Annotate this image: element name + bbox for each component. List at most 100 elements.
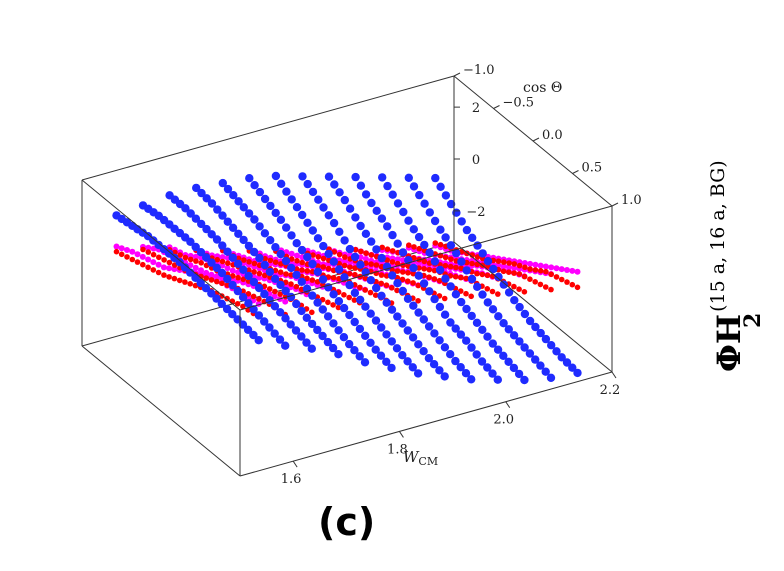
tick-mark — [493, 105, 500, 109]
data-point — [214, 256, 221, 263]
data-point — [409, 301, 418, 310]
data-point — [451, 356, 460, 366]
data-point — [345, 339, 354, 349]
data-point — [161, 272, 167, 278]
data-point — [400, 269, 406, 275]
z-axis-label: ΦH(15 a, 16 a, BG) 2 — [707, 160, 766, 372]
data-point — [187, 281, 193, 287]
x-tick-label: 2.2 — [600, 383, 621, 398]
data-point — [276, 249, 285, 259]
data-point — [314, 195, 323, 204]
data-point — [304, 268, 311, 274]
data-point — [462, 225, 472, 235]
data-point — [313, 298, 322, 307]
data-point — [254, 283, 264, 293]
data-point — [537, 262, 544, 269]
data-point — [355, 352, 364, 361]
data-point — [488, 369, 497, 378]
data-point — [441, 191, 451, 200]
data-point — [367, 237, 376, 246]
data-point — [504, 357, 513, 366]
data-point — [245, 291, 252, 297]
data-point — [541, 367, 550, 376]
data-point — [346, 271, 353, 277]
data-point — [302, 338, 311, 347]
data-point — [288, 256, 295, 262]
data-point — [145, 244, 152, 251]
data-point — [516, 262, 523, 269]
data-point — [509, 331, 519, 340]
data-point — [265, 267, 275, 277]
data-point — [356, 295, 365, 304]
data-point — [329, 290, 338, 299]
data-point — [414, 340, 423, 349]
data-point — [255, 222, 264, 231]
data-point — [368, 252, 375, 258]
data-point — [387, 363, 396, 373]
data-point — [330, 275, 337, 281]
data-point — [500, 268, 507, 275]
data-point — [484, 286, 491, 292]
data-point — [377, 253, 386, 263]
data-point — [267, 257, 274, 264]
data-point — [462, 266, 471, 275]
data-point — [345, 280, 354, 290]
data-point — [176, 277, 183, 284]
data-point — [568, 363, 577, 372]
data-point — [283, 271, 289, 277]
data-point — [309, 309, 315, 316]
data-point — [377, 291, 386, 300]
data-point — [340, 195, 349, 205]
data-point — [341, 292, 347, 298]
data-point — [346, 294, 353, 301]
data-point — [361, 190, 371, 199]
data-point — [140, 261, 146, 268]
data-point — [527, 276, 533, 283]
data-point — [442, 262, 449, 269]
data-point — [448, 256, 454, 262]
data-point — [334, 350, 343, 359]
data-point — [425, 208, 434, 217]
data-point — [277, 179, 286, 188]
data-point — [361, 229, 371, 238]
data-point — [330, 302, 336, 308]
data-point — [361, 302, 370, 311]
data-point — [196, 278, 205, 288]
data-point — [452, 248, 461, 258]
data-point — [297, 306, 306, 316]
data-point — [451, 290, 461, 299]
data-point — [378, 272, 385, 278]
data-point — [223, 217, 232, 226]
data-point — [182, 254, 189, 261]
data-point — [292, 270, 301, 280]
data-point — [478, 290, 487, 299]
data-point — [462, 336, 471, 345]
data-point — [405, 278, 411, 285]
data-point — [383, 222, 392, 231]
data-point — [536, 328, 545, 338]
data-point — [155, 269, 162, 276]
data-point — [203, 275, 209, 281]
data-point — [564, 267, 570, 273]
data-point — [435, 366, 444, 375]
data-point — [452, 208, 461, 217]
data-point — [251, 260, 258, 267]
data-point — [207, 258, 216, 267]
data-point — [198, 267, 204, 274]
data-point — [358, 248, 364, 255]
box-edge — [81, 345, 241, 477]
data-point — [187, 256, 194, 263]
data-point — [328, 343, 338, 353]
data-point — [520, 309, 530, 319]
data-point — [271, 171, 281, 181]
z-axis-label-superscript: (15 a, 16 a, BG) — [707, 160, 729, 312]
data-point — [409, 225, 418, 234]
data-point — [297, 332, 306, 341]
data-point — [415, 282, 422, 289]
data-point — [345, 310, 354, 320]
data-point — [335, 227, 344, 236]
data-point — [250, 215, 259, 224]
data-point — [251, 269, 257, 275]
data-point — [198, 260, 204, 266]
data-point — [569, 281, 576, 288]
